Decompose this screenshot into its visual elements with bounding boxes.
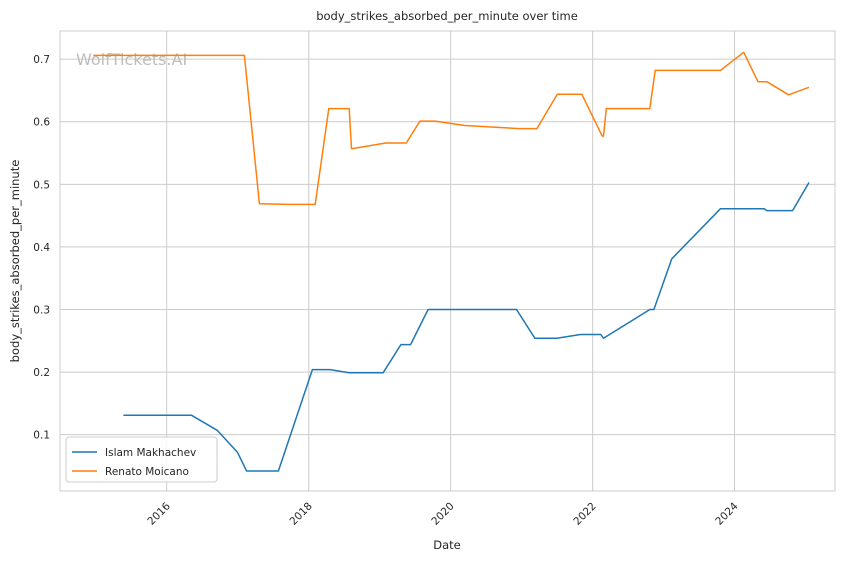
chart-title: body_strikes_absorbed_per_minute over ti…	[316, 9, 578, 23]
y-tick-label: 0.6	[33, 117, 50, 129]
legend-label-renato-moicano: Renato Moicano	[105, 466, 189, 478]
legend: Islam Makhachev Renato Moicano	[65, 436, 218, 483]
y-axis-label: body_strikes_absorbed_per_minute	[8, 160, 22, 363]
series-layer	[93, 51, 810, 472]
legend-box	[65, 436, 218, 483]
series-line-renato-moicano	[93, 51, 810, 206]
y-tick-label: 0.2	[33, 367, 50, 379]
y-tick-label: 0.1	[33, 430, 50, 442]
plot-frame	[59, 30, 836, 492]
legend-label-islam-makhachev: Islam Makhachev	[105, 447, 196, 459]
watermark: WolfTickets.AI	[76, 50, 187, 69]
y-tick-label: 0.3	[33, 305, 50, 317]
y-tick-label: 0.7	[33, 54, 50, 66]
y-tick-label: 0.5	[33, 179, 50, 191]
y-tick-label: 0.4	[33, 242, 50, 254]
series-line-islam-makhachev	[123, 182, 810, 472]
x-axis-label: Date	[433, 538, 461, 552]
